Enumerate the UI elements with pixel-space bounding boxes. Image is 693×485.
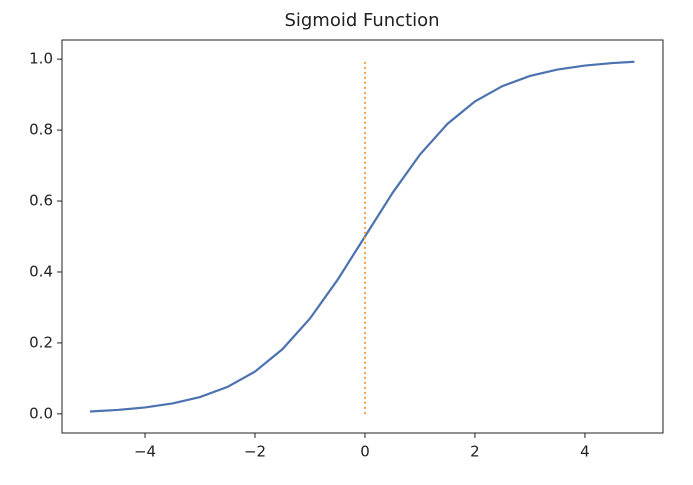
y-tick-label: 0.4 [29,262,53,280]
x-tick-label: 0 [360,443,370,461]
plot-frame [61,39,664,434]
x-tick-label: −4 [134,443,156,461]
y-tick-label: 0.0 [29,404,53,422]
y-tick-label: 1.0 [29,50,53,68]
y-tick-label: 0.8 [29,121,53,139]
x-tick-label: 4 [580,443,590,461]
x-tick-label: 2 [470,443,480,461]
y-tick-label: 0.2 [29,333,53,351]
x-tick-label: −2 [244,443,266,461]
chart-title: Sigmoid Function [284,10,439,31]
y-tick-label: 0.6 [29,192,53,210]
line-series [89,60,635,413]
